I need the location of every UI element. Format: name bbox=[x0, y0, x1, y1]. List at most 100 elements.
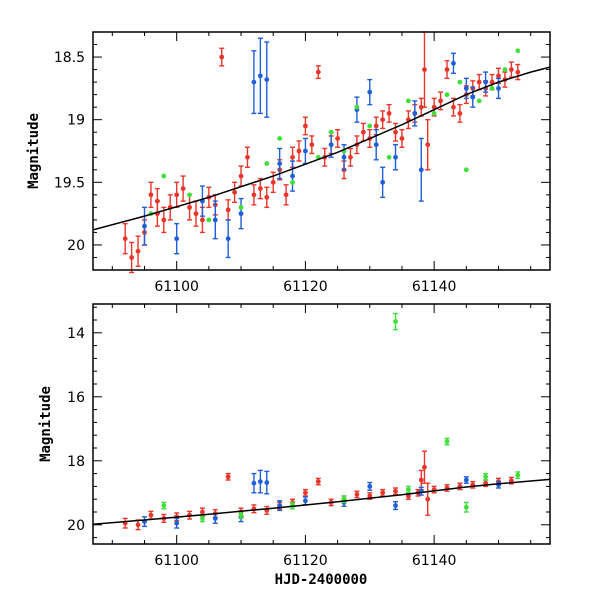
bottom-panel: 61100 61120 61140 14 16 18 20 Magnitude HJD-24… bbox=[38, 303, 551, 588]
top-blue-point bbox=[238, 211, 244, 217]
top-green-point bbox=[476, 98, 482, 104]
top-red-point bbox=[193, 211, 199, 217]
top-panel: 61100 61120 61140 18.5 19 19.5 20 Magnitude bbox=[26, 31, 551, 295]
bottom-blue-point bbox=[264, 480, 270, 485]
bottom-green-point bbox=[238, 512, 244, 518]
bottom-axis-ticks: 61100 61120 61140 14 16 18 20 bbox=[67, 304, 550, 569]
top-red-point bbox=[399, 136, 405, 141]
x-tick-label: 61140 bbox=[412, 553, 457, 569]
top-green-point bbox=[354, 104, 360, 110]
top-blue-point bbox=[328, 142, 334, 148]
top-blue-point bbox=[496, 85, 501, 91]
top-red-point bbox=[129, 255, 135, 260]
bottom-red-point bbox=[393, 488, 398, 494]
top-red-point bbox=[245, 154, 250, 160]
top-green-point bbox=[161, 173, 167, 179]
top-red-point bbox=[180, 186, 186, 191]
bottom-red-point bbox=[225, 474, 231, 480]
top-red-point bbox=[283, 192, 289, 198]
top-green-point bbox=[277, 136, 283, 141]
top-blue-point bbox=[303, 148, 308, 154]
bottom-blue-point bbox=[463, 477, 469, 483]
top-red-point bbox=[148, 192, 154, 198]
top-red-point bbox=[257, 186, 263, 191]
top-plot-frame bbox=[92, 31, 551, 271]
bottom-red-point bbox=[148, 512, 154, 518]
top-blue-point bbox=[483, 79, 489, 85]
y-tick-label: 18.5 bbox=[54, 50, 85, 66]
top-blue-point bbox=[174, 236, 180, 242]
y-tick-label: 20 bbox=[67, 518, 85, 534]
top-y-axis-label: Magnitude bbox=[26, 113, 42, 189]
bottom-fit-curve bbox=[92, 478, 551, 525]
top-red-point bbox=[393, 129, 398, 135]
top-green-point bbox=[405, 98, 411, 104]
x-tick-label: 61120 bbox=[283, 279, 328, 295]
bottom-red-point bbox=[422, 464, 427, 470]
top-red-point bbox=[270, 179, 276, 185]
top-green-point bbox=[431, 111, 437, 116]
top-red-point bbox=[515, 69, 521, 75]
top-blue-point bbox=[380, 179, 386, 185]
y-tick-label: 20 bbox=[67, 238, 85, 254]
top-green-point bbox=[187, 192, 192, 198]
top-red-point bbox=[489, 79, 495, 85]
bottom-green-point bbox=[393, 319, 398, 324]
top-blue-point bbox=[257, 73, 263, 79]
x-tick-label: 61140 bbox=[412, 279, 457, 295]
x-tick-label: 61100 bbox=[154, 279, 199, 295]
top-green-point bbox=[463, 167, 469, 173]
top-red-point bbox=[438, 98, 443, 104]
top-green-point bbox=[515, 48, 521, 54]
y-tick-label: 18 bbox=[67, 454, 85, 470]
top-blue-point bbox=[225, 236, 231, 242]
top-red-point bbox=[290, 154, 295, 160]
top-green-point bbox=[328, 129, 334, 135]
top-red-point bbox=[422, 67, 427, 72]
top-green-point bbox=[238, 204, 244, 210]
bottom-data-points bbox=[122, 312, 521, 531]
bottom-blue-point bbox=[367, 484, 373, 489]
bottom-green-point bbox=[515, 472, 521, 478]
bottom-green-point bbox=[161, 503, 167, 508]
top-blue-point bbox=[393, 154, 398, 160]
top-red-point bbox=[200, 217, 205, 223]
bottom-red-point bbox=[200, 509, 205, 515]
top-red-point bbox=[444, 67, 450, 72]
top-red-point bbox=[380, 117, 386, 123]
top-red-point bbox=[174, 192, 180, 198]
top-red-point bbox=[348, 154, 353, 160]
top-green-point bbox=[502, 67, 508, 72]
top-blue-point bbox=[470, 94, 476, 100]
top-green-point bbox=[444, 92, 450, 98]
top-blue-point bbox=[290, 173, 295, 179]
top-red-point bbox=[303, 123, 308, 129]
top-red-point bbox=[373, 123, 379, 129]
bottom-plot-frame bbox=[92, 303, 551, 545]
top-red-point bbox=[251, 192, 257, 198]
top-green-point bbox=[206, 217, 212, 223]
top-blue-point bbox=[367, 89, 373, 95]
bottom-green-point bbox=[200, 516, 205, 521]
top-red-point bbox=[360, 129, 366, 135]
top-red-point bbox=[219, 54, 225, 60]
top-fit-curve bbox=[92, 66, 551, 231]
top-blue-point bbox=[373, 142, 379, 148]
bottom-blue-point bbox=[303, 498, 308, 504]
top-red-point bbox=[122, 236, 128, 242]
bottom-red-point bbox=[367, 493, 373, 499]
top-red-point bbox=[187, 204, 192, 210]
top-blue-point bbox=[341, 154, 347, 160]
top-green-point bbox=[386, 154, 392, 160]
top-red-point bbox=[315, 69, 321, 75]
bottom-blue-point bbox=[174, 520, 180, 526]
bottom-red-point bbox=[354, 492, 360, 497]
top-red-point bbox=[386, 111, 392, 116]
y-tick-label: 14 bbox=[67, 326, 85, 342]
top-red-point bbox=[335, 136, 340, 141]
bottom-y-axis-label: Magnitude bbox=[38, 386, 54, 462]
top-red-point bbox=[264, 194, 270, 200]
top-red-point bbox=[161, 217, 167, 223]
x-tick-label: 61100 bbox=[154, 553, 199, 569]
